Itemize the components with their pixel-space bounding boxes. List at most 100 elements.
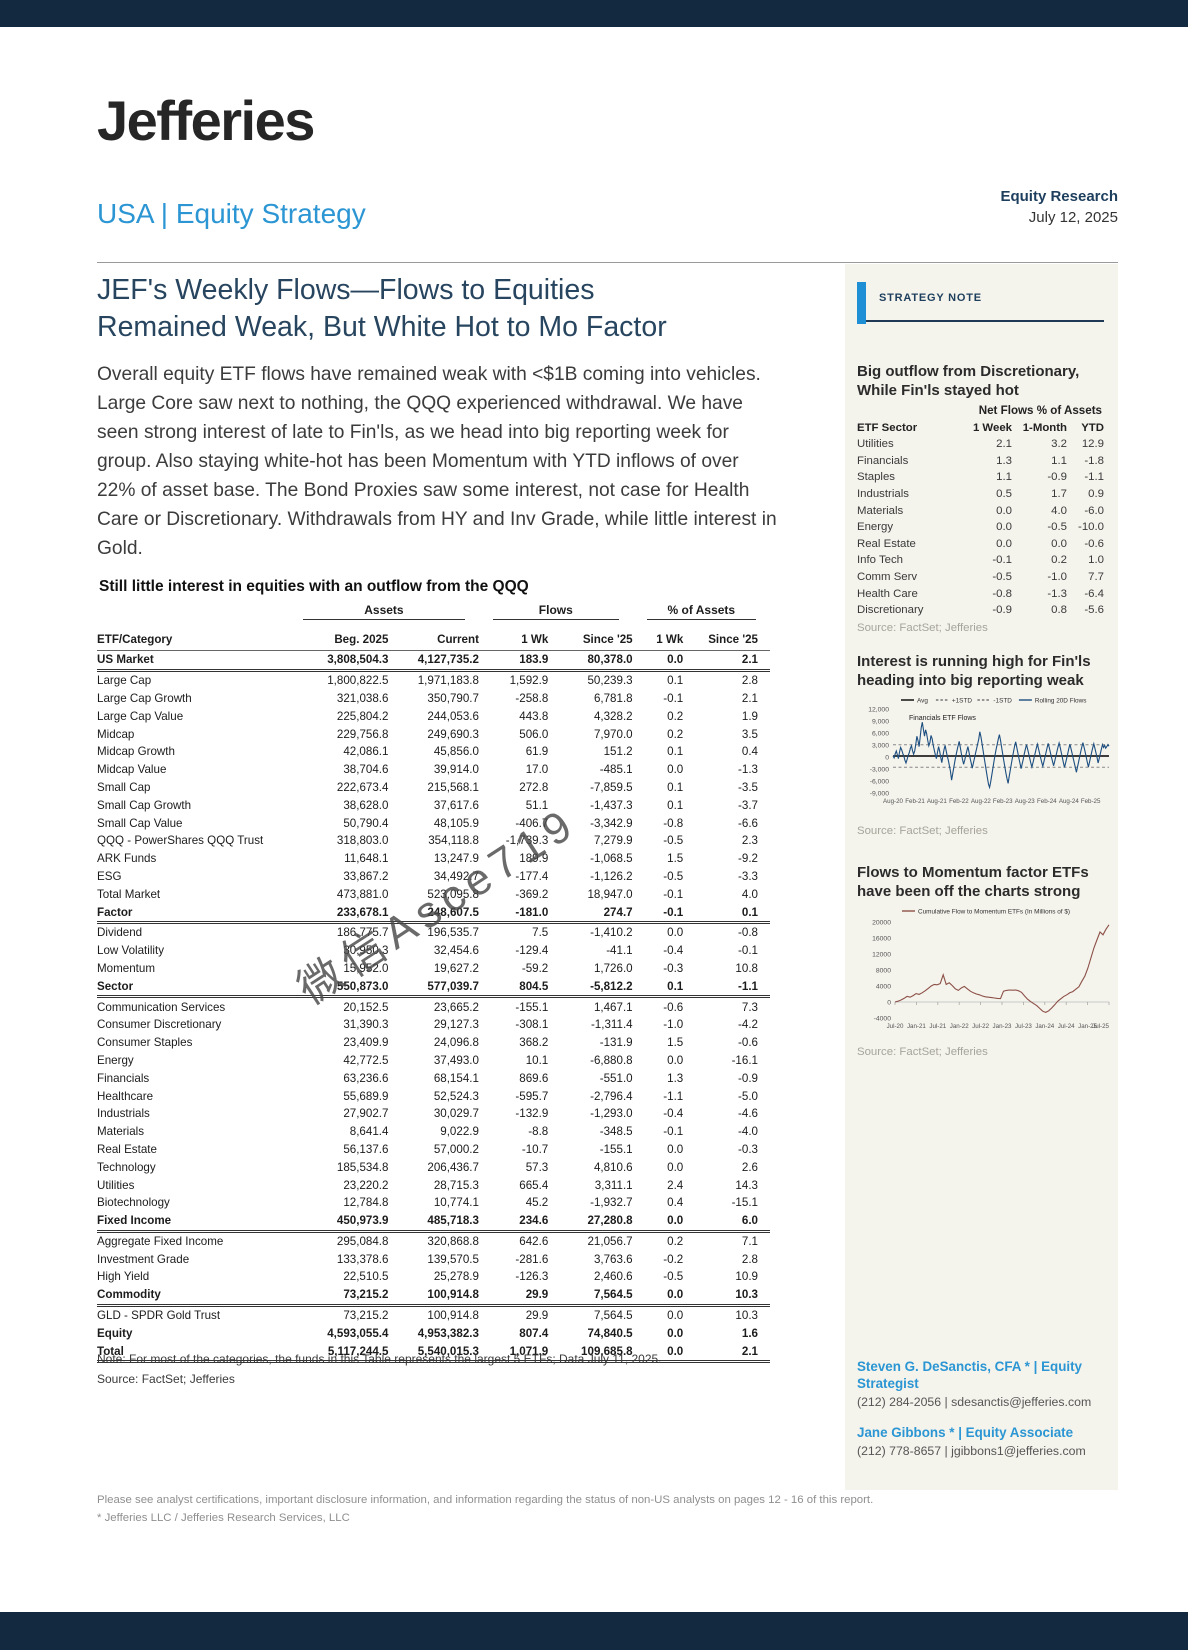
svg-text:-4000: -4000 xyxy=(874,1015,892,1022)
analyst-contact[interactable]: (212) 778-8657 | jgibbons1@jefferies.com xyxy=(857,1444,1086,1458)
svg-text:Jul-21: Jul-21 xyxy=(929,1023,946,1030)
sector-row: Health Care -0.8 -1.3 -6.4 xyxy=(857,587,1104,600)
report-date: July 12, 2025 xyxy=(1028,209,1118,226)
col-current: Current xyxy=(388,620,479,651)
svg-text:8000: 8000 xyxy=(876,967,891,974)
svg-text:Jul-22: Jul-22 xyxy=(972,1023,989,1030)
analyst-block: Steven G. DeSanctis, CFA * | Equity Stra… xyxy=(857,1358,1107,1473)
svg-text:9,000: 9,000 xyxy=(872,718,889,725)
svg-text:16000: 16000 xyxy=(872,935,891,942)
footer-entities: * Jefferies LLC / Jefferies Research Ser… xyxy=(97,1512,350,1524)
table-row: Consumer Discretionary 31,390.3 29,127.3 -3… xyxy=(97,1018,758,1032)
table-row: Materials 8,641.4 9,022.9 -8.8 -348.5 -0.1 -4.… xyxy=(97,1125,758,1139)
analyst-contact[interactable]: (212) 284-2056 | sdesanctis@jefferies.co… xyxy=(857,1395,1092,1409)
analyst-name: Steven G. DeSanctis, CFA * | Equity Stra… xyxy=(857,1359,1082,1391)
top-brand-bar xyxy=(0,0,1188,27)
strategy-note-box: STRATEGY NOTE xyxy=(857,280,1104,324)
table-row: QQQ - PowerShares QQQ Trust 318,803.0 354,… xyxy=(97,834,758,848)
table-row: Investment Grade 133,378.6 139,570.5 -281.6… xyxy=(97,1252,758,1266)
sector-row: Comm Serv -0.5 -1.0 7.7 xyxy=(857,571,1104,584)
table-row: Small Cap Growth 38,628.0 37,617.6 51.1 -1,4… xyxy=(97,798,758,812)
sector-row: Energy 0.0 -0.5 -10.0 xyxy=(857,521,1104,534)
table-row: Factor 233,678.1 248,607.5 -181.0 274.7 -0.1 0… xyxy=(97,903,770,924)
svg-text:0: 0 xyxy=(885,754,889,761)
sidebar-table-source: Source: FactSet; Jefferies xyxy=(857,621,988,634)
table-row: ARK Funds 11,648.1 13,247.9 189.9 -1,068.5 1.… xyxy=(97,852,758,866)
svg-text:Jan-24: Jan-24 xyxy=(1035,1023,1054,1030)
sector-row: Utilities 2.1 3.2 12.9 xyxy=(857,438,1104,451)
svg-text:-1STD: -1STD xyxy=(993,697,1012,704)
table-source: Source: FactSet; Jefferies xyxy=(97,1372,235,1386)
svg-text:Rolling 20D Flows: Rolling 20D Flows xyxy=(1035,697,1087,704)
table-row: Midcap Growth 42,086.1 45,856.0 61.9 151.2 0.… xyxy=(97,745,758,759)
svg-text:-3,000: -3,000 xyxy=(870,766,889,773)
group-header-flows: Flows xyxy=(492,603,619,620)
table-row: Total Market 473,881.0 523,095.8 -369.2 18,9… xyxy=(97,887,758,901)
sector-flows-table: Net Flows % of Assets ETF Sector 1 Week … xyxy=(857,402,1104,619)
svg-text:12000: 12000 xyxy=(872,951,891,958)
sector-flows-body: Utilities 2.1 3.2 12.9 Financials 1.3 1.1 -1.8 S… xyxy=(857,436,1104,619)
table-row: Large Cap 1,800,822.5 1,971,183.8 1,592.9 50… xyxy=(97,674,758,688)
report-title: JEF's Weekly Flows—Flows to Equities Rem… xyxy=(97,274,667,343)
mini-group-header: Net Flows % of Assets xyxy=(978,404,1102,417)
svg-text:Jan-21: Jan-21 xyxy=(907,1023,926,1030)
table-column-header-row: ETF/Category Beg. 2025 Current 1 Wk Sinc… xyxy=(97,620,770,651)
svg-text:Aug-24: Aug-24 xyxy=(1059,798,1080,805)
svg-text:6,000: 6,000 xyxy=(872,730,889,737)
doc-type: Equity Research xyxy=(1000,188,1118,205)
table-row: US Market 3,808,504.3 4,127,735.2 183.9 80,3… xyxy=(97,650,770,672)
svg-text:Jan-23: Jan-23 xyxy=(993,1023,1012,1030)
svg-text:-6,000: -6,000 xyxy=(870,778,889,785)
col-beg-2025: Beg. 2025 xyxy=(288,620,389,651)
table-row: Midcap 229,756.8 249,690.3 506.0 7,970.0 0.2 3… xyxy=(97,727,758,741)
footer-disclosure: Please see analyst certifications, impor… xyxy=(97,1494,874,1506)
svg-text:-9,000: -9,000 xyxy=(870,790,889,797)
sidebar: STRATEGY NOTE Big outflow from Discretio… xyxy=(845,264,1118,1490)
mini-col-1month: 1-Month xyxy=(1022,421,1067,434)
svg-text:Aug-23: Aug-23 xyxy=(1015,798,1036,805)
table-row: ESG 33,867.2 34,492.7 -177.4 -1,126.2 -0.5 -3.… xyxy=(97,869,758,883)
svg-text:Aug-22: Aug-22 xyxy=(971,798,992,805)
table-row: Real Estate 56,137.6 57,000.2 -10.7 -155.1 0.… xyxy=(97,1142,758,1156)
svg-text:Feb-24: Feb-24 xyxy=(1037,798,1057,805)
svg-text:Jul-23: Jul-23 xyxy=(1015,1023,1032,1030)
table-group-header-row: Assets Flows % of Assets xyxy=(97,600,770,620)
table-row: Aggregate Fixed Income 295,084.8 320,868.8… xyxy=(97,1234,758,1248)
table-row: Small Cap Value 50,790.4 48,105.9 -406.7 -3,… xyxy=(97,816,758,830)
table-note: Note: For most of the categories, the fu… xyxy=(97,1352,662,1366)
svg-text:Feb-22: Feb-22 xyxy=(949,798,969,805)
svg-text:Jul-24: Jul-24 xyxy=(1058,1023,1075,1030)
table-row: Equity 4,593,055.4 4,953,382.3 807.4 74,840.… xyxy=(97,1326,758,1340)
sector-row: Real Estate 0.0 0.0 -0.6 xyxy=(857,537,1104,550)
svg-text:Aug-20: Aug-20 xyxy=(883,798,904,805)
mini-col-1week: 1 Week xyxy=(972,421,1012,434)
table-row: Sector 550,873.0 577,039.7 804.5 -5,812.2 0.1… xyxy=(97,977,770,999)
svg-text:Jul-25: Jul-25 xyxy=(1092,1023,1109,1030)
col-flows-since25: Since '25 xyxy=(548,620,633,651)
svg-text:12,000: 12,000 xyxy=(868,706,889,713)
table-row: Utilities 23,220.2 28,715.3 665.4 3,311.1 2.4… xyxy=(97,1178,758,1192)
svg-text:Feb-25: Feb-25 xyxy=(1081,798,1101,805)
svg-text:Jan-22: Jan-22 xyxy=(950,1023,969,1030)
flows-table: Assets Flows % of Assets ETF/Category Be… xyxy=(97,600,770,1364)
table-row: Industrials 27,902.7 30,029.7 -132.9 -1,293.… xyxy=(97,1107,758,1121)
table-row: Healthcare 55,689.9 52,524.3 -595.7 -2,796.4… xyxy=(97,1089,758,1103)
svg-text:Financials ETF Flows: Financials ETF Flows xyxy=(909,715,976,722)
svg-text:Feb-23: Feb-23 xyxy=(993,798,1013,805)
sector-row: Materials 0.0 4.0 -6.0 xyxy=(857,504,1104,517)
svg-text:Avg: Avg xyxy=(917,697,928,704)
svg-text:Cumulative Flow to Momentum ET: Cumulative Flow to Momentum ETFs (In Mil… xyxy=(918,908,1070,915)
financials-flows-chart: Avg +1STD -1STD Rolling 20D Flows 12,000 9,00… xyxy=(857,693,1110,822)
main-table-title: Still little interest in equities with a… xyxy=(99,578,529,595)
svg-text:Aug-21: Aug-21 xyxy=(927,798,948,805)
table-row: Biotechnology 12,784.8 10,774.1 45.2 -1,932.… xyxy=(97,1196,758,1210)
svg-text:4000: 4000 xyxy=(876,983,891,990)
strategy-note-label: STRATEGY NOTE xyxy=(879,292,982,304)
mini-col-etf-sector: ETF Sector xyxy=(857,421,918,434)
svg-text:Jan-25: Jan-25 xyxy=(1078,1023,1097,1030)
col-pct-since25: Since '25 xyxy=(683,620,770,651)
section-title: USA | Equity Strategy xyxy=(97,198,366,229)
jefferies-logo: Jefferies xyxy=(97,89,315,152)
table-row: Midcap Value 38,704.6 39,914.0 17.0 -485.1 0.… xyxy=(97,763,758,777)
